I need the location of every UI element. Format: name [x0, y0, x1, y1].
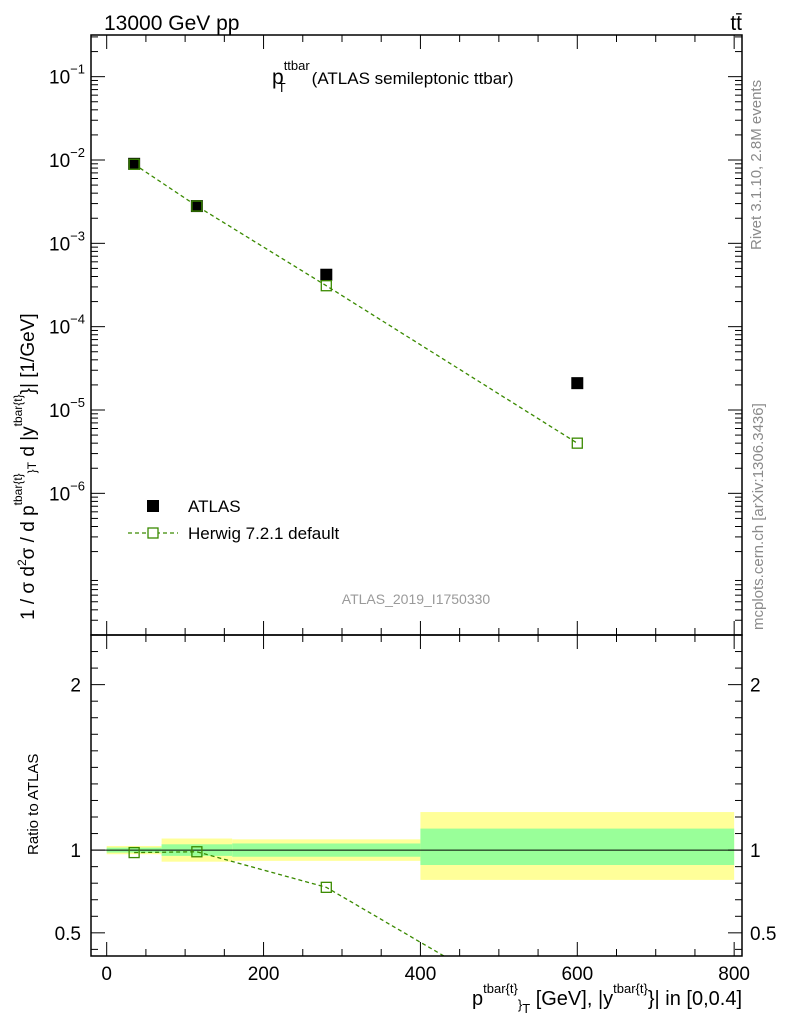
- ratio-y-tick-label: 2: [70, 676, 81, 697]
- ylabel-sup-3: tbar{t}: [11, 394, 25, 426]
- main-frame: [90, 34, 743, 636]
- ratio-y-axis-label: Ratio to ATLAS: [25, 754, 42, 855]
- main-y-tick-exp: −4: [70, 312, 85, 327]
- plot-title-sup: ttbar: [284, 58, 311, 73]
- header-left-label: 13000 GeV pp: [104, 12, 239, 35]
- ratio-frame: [90, 634, 743, 957]
- ratio-mc-point: [128, 846, 140, 859]
- ratio-mc-line: [134, 851, 445, 957]
- ratio-band-inner: [420, 828, 735, 865]
- header-right-label: tt̄: [730, 12, 742, 35]
- main-y-tick-base: 10: [49, 234, 70, 255]
- ylabel-sub-2b: T: [25, 461, 39, 469]
- ratio-y-tick-label-right: 1: [750, 841, 761, 862]
- mc-point: [191, 200, 203, 212]
- ylabel-part-2: σ / d p: [18, 505, 39, 559]
- main-y-tick-exp: −3: [70, 228, 85, 243]
- ylabel-sub-2: }: [25, 469, 39, 473]
- main-y-tick-base: 10: [49, 151, 70, 172]
- ylabel-part-4: }| [1/GeV]: [18, 313, 39, 394]
- rivet-note: Rivet 3.1.10, 2.8M events: [748, 80, 765, 250]
- ratio-y-tick-label: 0.5: [55, 924, 81, 945]
- main-x-ticks: [106, 35, 735, 635]
- ratio-marks: [128, 846, 445, 957]
- legend-data-label: ATLAS: [188, 497, 241, 516]
- main-y-tick-label: 10−3: [49, 228, 85, 255]
- x-tick-label: 0: [101, 964, 112, 985]
- main-y-tick-base: 10: [49, 484, 70, 505]
- ratio-y-tick-label-right: 2: [750, 676, 761, 697]
- main-y-tick-base: 10: [49, 401, 70, 422]
- x-tick-label: 800: [718, 964, 750, 985]
- data-point: [190, 200, 203, 213]
- legend-mc-label: Herwig 7.2.1 default: [188, 524, 339, 543]
- x-tick-label: 600: [561, 964, 593, 985]
- ylabel-sup-2: tbar{t}: [11, 473, 25, 505]
- xlabel-part-3: }| in [0,0.4]: [648, 988, 742, 1010]
- plot-title-sub: T: [278, 80, 286, 95]
- x-axis-label: ptbar{t}}T [GeV], |ytbar{t}}| in [0,0.4]: [472, 981, 742, 1016]
- main-y-tick-exp: −2: [70, 145, 85, 160]
- data-point: [571, 377, 584, 390]
- ratio-mc-point: [191, 846, 203, 858]
- main-y-tick-label: 10−5: [49, 395, 85, 422]
- xlabel-part-1: p: [472, 988, 483, 1010]
- main-y-tick-label: 10−4: [49, 312, 85, 339]
- mc-point: [320, 280, 332, 292]
- ylabel-sup-1: 2: [15, 559, 29, 566]
- data-point: [320, 268, 333, 281]
- mc-line: [133, 163, 578, 444]
- ratio-mc-point: [320, 881, 332, 893]
- main-y-tick-label: 10−1: [49, 62, 85, 89]
- xlabel-sup-1: tbar{t}: [483, 981, 518, 996]
- ylabel-part-3: d |y: [18, 426, 39, 462]
- main-y-axis-label: 1 / σ d2σ / d ptbar{t}}T d |ytbar{t}}| […: [11, 313, 39, 620]
- x-tick-label: 400: [405, 964, 437, 985]
- main-marks: [128, 157, 584, 449]
- ratio-bands: [106, 812, 735, 880]
- main-y-tick-exp: −6: [70, 478, 85, 493]
- main-y-tick-label: 10−2: [49, 145, 85, 172]
- main-panel: 10−110−210−310−410−510−6 pttbar T (ATLAS s…: [49, 34, 743, 636]
- data-point: [128, 157, 141, 170]
- plot-title: pttbar T (ATLAS semileptonic ttbar): [272, 58, 514, 95]
- legend-mc-marker: [147, 527, 159, 539]
- main-y-tick-exp: −5: [70, 395, 85, 410]
- main-y-tick-base: 10: [49, 318, 70, 339]
- ratio-x-ticks: 0 200 400 600 800: [101, 635, 750, 985]
- main-y-ticks: 10−110−210−310−410−510−6: [49, 36, 742, 636]
- main-y-tick-label: 10−6: [49, 478, 85, 505]
- ratio-y-ticks: 0.5 0.5 1 1 2 2: [55, 651, 776, 950]
- analysis-watermark: ATLAS_2019_I1750330: [342, 591, 491, 607]
- legend: ATLAS Herwig 7.2.1 default: [128, 497, 339, 543]
- xlabel-sub-1: }: [518, 997, 523, 1012]
- ylabel-part-1: 1 / σ d: [18, 566, 39, 620]
- plot-title-rest: (ATLAS semileptonic ttbar): [312, 69, 514, 88]
- xlabel-sub-1b: T: [522, 1001, 530, 1016]
- ratio-y-tick-label-right: 0.5: [750, 924, 776, 945]
- xlabel-sup-2: tbar{t}: [613, 981, 648, 996]
- legend-data-marker: [147, 500, 159, 512]
- mc-point: [571, 437, 583, 449]
- main-y-tick-exp: −1: [70, 62, 85, 77]
- main-y-tick-base: 10: [49, 68, 70, 89]
- mc-point: [128, 158, 140, 170]
- mcplots-note: mcplots.cern.ch [arXiv:1306.3436]: [750, 403, 767, 630]
- ratio-y-tick-label: 1: [70, 841, 81, 862]
- ratio-panel: 0.5 0.5 1 1 2 2 0 200 400 600 800: [55, 634, 776, 985]
- x-tick-label: 200: [248, 964, 280, 985]
- xlabel-part-2: [GeV], |y: [530, 988, 613, 1010]
- plot-title-main: p: [272, 66, 284, 89]
